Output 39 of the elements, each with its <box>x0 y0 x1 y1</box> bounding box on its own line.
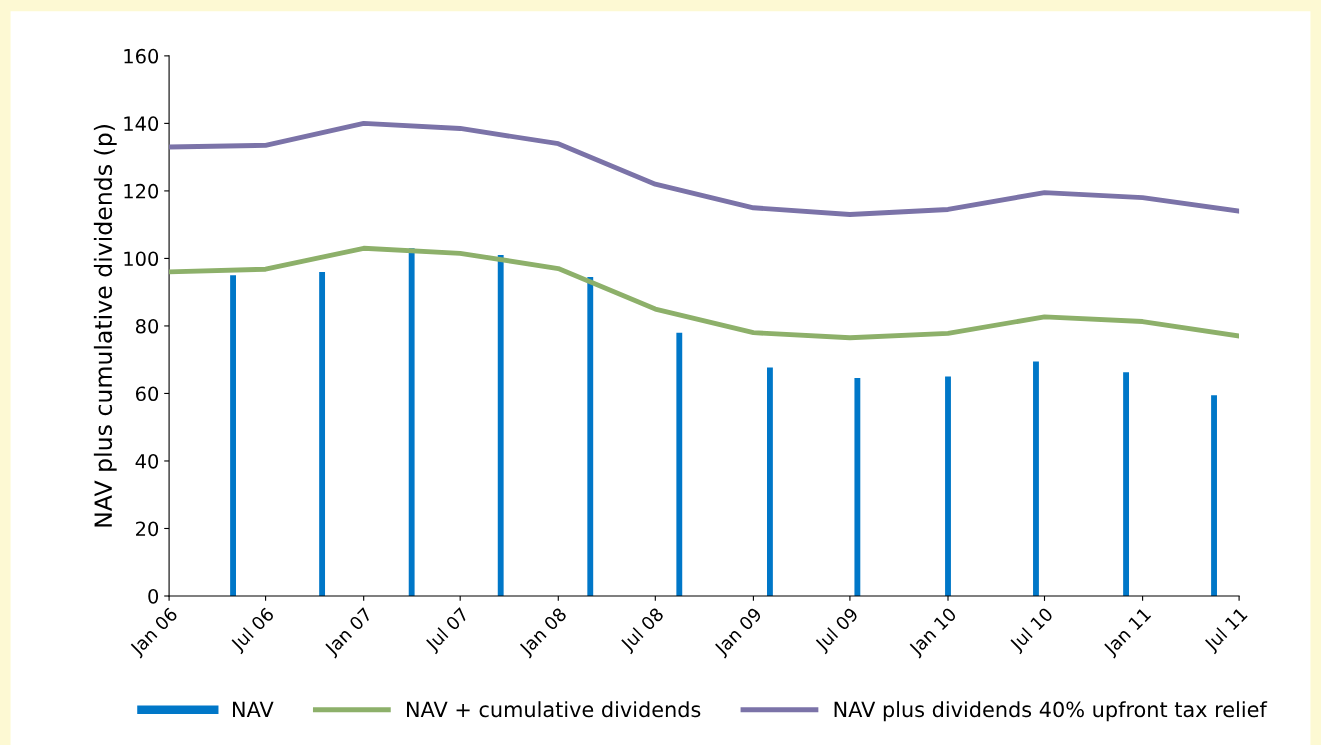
bar <box>230 275 236 596</box>
bar <box>497 255 504 596</box>
bar <box>319 271 326 596</box>
y-tick-label: 100 <box>124 251 159 267</box>
y-tick-label: 40 <box>135 453 159 469</box>
bar <box>854 377 861 596</box>
x-tick-label: Jul 06 <box>229 606 278 655</box>
x-tick-label: Jul 07 <box>423 606 472 655</box>
x-tick-label: Jan 08 <box>517 606 570 659</box>
bar <box>408 248 415 596</box>
x-tick-label: Jan 11 <box>1102 607 1154 659</box>
bar <box>945 376 951 596</box>
legend-label: NAV <box>233 701 274 717</box>
bar <box>1033 361 1039 596</box>
x-tick-label: Jan 06 <box>128 606 181 659</box>
x-tick-label: Jan 07 <box>323 607 375 659</box>
x-tick-label: Jul 10 <box>1008 606 1056 655</box>
y-tick-label: 20 <box>136 521 159 537</box>
x-tick-label: Jan 09 <box>712 606 765 659</box>
x-tick-label: Jul 08 <box>618 606 667 655</box>
y-tick-label: 80 <box>135 318 159 334</box>
bar <box>767 367 773 596</box>
bar <box>1123 372 1129 596</box>
bar <box>676 332 683 596</box>
legend-label: NAV + cumulative dividends <box>407 701 701 718</box>
line-series <box>169 245 1240 341</box>
y-tick-label: 140 <box>124 116 159 132</box>
line-series <box>169 120 1240 217</box>
y-tick-label: 160 <box>124 48 159 64</box>
y-tick-label: 60 <box>135 386 159 402</box>
legend-label: NAV plus dividends 40% upfront tax relief <box>834 701 1268 722</box>
bar <box>587 276 594 596</box>
bar <box>1211 395 1217 596</box>
y-axis-title: NAV plus cumulative dividends (p) <box>93 125 117 527</box>
y-tick-label: 0 <box>148 588 159 604</box>
x-tick-label: Jan 10 <box>907 606 960 659</box>
x-tick-label: Jul 09 <box>813 606 862 655</box>
y-tick-label: 120 <box>124 183 159 199</box>
x-tick-label: Jul 11 <box>1202 606 1251 655</box>
